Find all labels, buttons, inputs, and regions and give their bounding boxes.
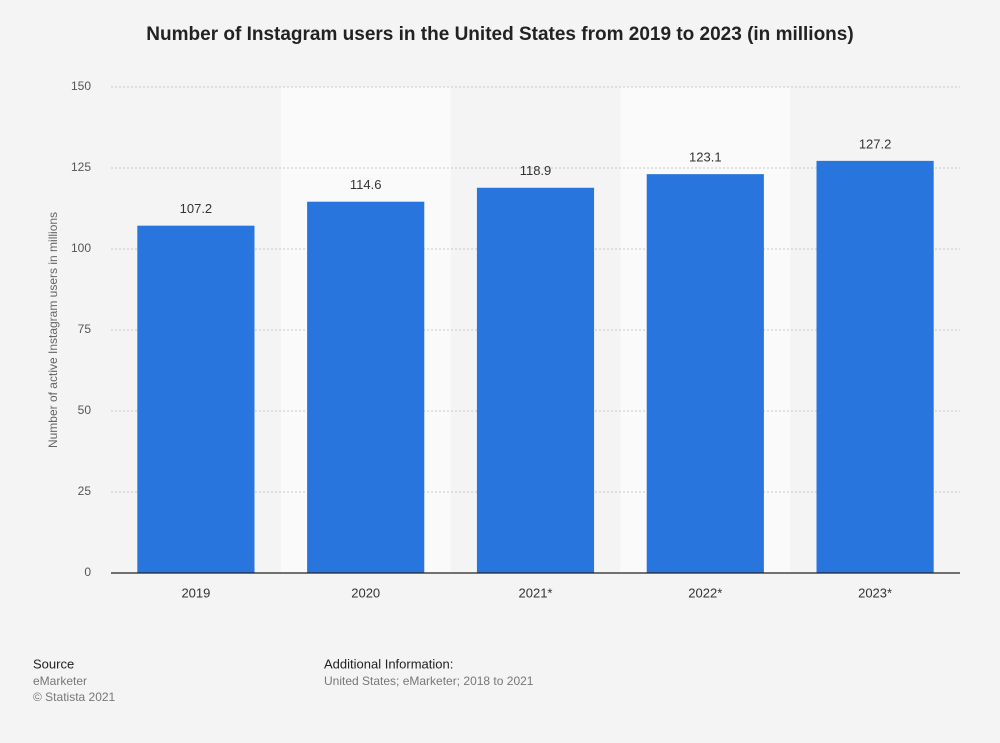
bar	[646, 174, 764, 573]
value-label: 123.1	[689, 150, 722, 165]
y-tick-label: 25	[78, 484, 92, 498]
value-label: 107.2	[180, 201, 213, 216]
info-heading: Additional Information:	[324, 656, 453, 671]
chart-title: Number of Instagram users in the United …	[146, 24, 853, 45]
bar	[307, 201, 425, 574]
x-tick-label: 2020	[351, 585, 380, 600]
y-tick-label: 125	[71, 160, 91, 174]
source-heading: Source	[33, 656, 74, 671]
y-tick-label: 50	[78, 403, 92, 417]
x-tick-label: 2021*	[519, 585, 553, 600]
x-tick-label: 2022*	[688, 585, 722, 600]
x-tick-label: 2023*	[858, 585, 892, 600]
source: eMarketer	[33, 674, 87, 688]
y-tick-label: 100	[71, 241, 91, 255]
y-tick-label: 0	[84, 565, 91, 579]
y-tick-label: 75	[78, 322, 92, 336]
x-tick-label: 2019	[181, 585, 210, 600]
bar	[476, 187, 595, 574]
value-label: 114.6	[350, 177, 382, 192]
value-label: 118.9	[520, 163, 552, 178]
y-tick-label: 150	[71, 79, 91, 93]
bar	[137, 225, 255, 573]
info: United States; eMarketer; 2018 to 2021	[324, 674, 534, 688]
value-label: 127.2	[859, 136, 892, 151]
y-axis-label: Number of active Instagram users in mill…	[46, 212, 60, 448]
copyright: © Statista 2021	[33, 690, 116, 704]
bar	[816, 160, 934, 573]
